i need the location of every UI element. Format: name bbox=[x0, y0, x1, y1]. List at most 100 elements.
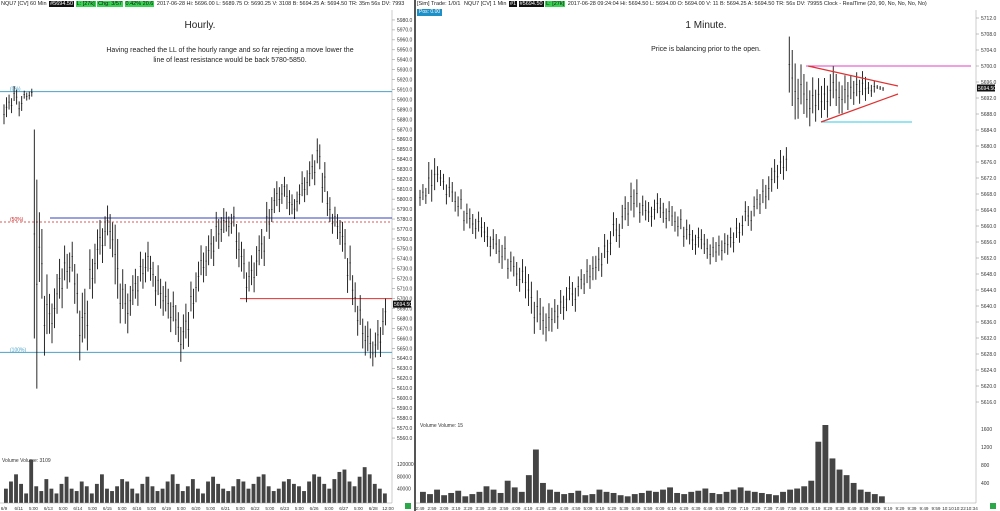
time-tick-label: 5:00 bbox=[354, 506, 363, 511]
time-tick-label: 5:00 bbox=[118, 506, 127, 511]
price-tick-label: 5680.0 bbox=[981, 144, 997, 150]
volume-bar bbox=[211, 476, 216, 503]
volume-bar bbox=[751, 491, 758, 503]
corner-button[interactable] bbox=[405, 503, 411, 509]
price-tick-label: 5850.0 bbox=[397, 147, 413, 153]
one-minute-price-chart[interactable]: 5712.0 5708.0 5704.0 5700.0 5696.0 5692.0 5688… bbox=[416, 0, 1000, 511]
time-tick-label: 5:00 bbox=[236, 506, 245, 511]
hourly-price-chart[interactable]: 5980.0 5970.0 5960.0 5950.0 5940.0 5930.0 5920… bbox=[0, 0, 414, 511]
last-price-label: 5694.50 bbox=[394, 302, 412, 308]
volume-bar bbox=[190, 479, 195, 503]
time-tick-label: 8:29 bbox=[824, 506, 833, 511]
volume-bar bbox=[175, 483, 180, 503]
volume-bar bbox=[723, 491, 730, 503]
volume-bar bbox=[476, 491, 483, 503]
volume-bar bbox=[420, 491, 426, 503]
triangle-lower-trendline bbox=[820, 93, 899, 123]
last-price-label: 5694.50 bbox=[978, 86, 996, 92]
volume-bar bbox=[744, 490, 751, 503]
volume-bar bbox=[54, 493, 59, 503]
time-tick-label: 5:19 bbox=[596, 506, 605, 511]
last-price-tag bbox=[977, 84, 995, 92]
volume-bar bbox=[427, 494, 433, 503]
time-tick-label: 7:29 bbox=[752, 506, 761, 511]
volume-bar bbox=[206, 481, 210, 503]
price-tick-label: 5930.0 bbox=[397, 68, 413, 74]
time-tick-label: 6:19 bbox=[668, 506, 677, 511]
time-tick-label: 7:09 bbox=[728, 506, 737, 511]
volume-bar bbox=[185, 486, 190, 503]
price-tick-label: 5710.0 bbox=[397, 287, 413, 293]
price-tick-label: 5704.0 bbox=[981, 48, 997, 54]
volume-bar bbox=[342, 469, 347, 503]
volume-bar bbox=[94, 483, 99, 503]
volume-bar bbox=[645, 490, 652, 503]
time-tick-label: 7:59 bbox=[788, 506, 797, 511]
header-symbol: [Sim] Trade: 1/0/1 bbox=[417, 1, 461, 7]
volume-bar bbox=[455, 490, 462, 503]
volume-bar bbox=[281, 481, 286, 503]
volume-bar bbox=[864, 491, 871, 503]
volume-bar bbox=[525, 475, 532, 503]
header-symbol: NQU7 [CV] 60 Min bbox=[1, 1, 47, 7]
corner-button[interactable] bbox=[990, 503, 996, 509]
price-tick-label: 5840.0 bbox=[397, 157, 413, 163]
price-tick-label: 5890.0 bbox=[397, 107, 413, 113]
volume-bar bbox=[568, 492, 575, 503]
one-minute-chart-panel[interactable]: [Sim] Trade: 1/0/1 NQU7 [CV] 1 Min #1 #5… bbox=[416, 0, 1000, 511]
volume-bar bbox=[695, 490, 702, 503]
time-tick-label: 6/11 bbox=[14, 506, 23, 511]
volume-bar bbox=[716, 494, 723, 503]
price-tick-label: 5660.0 bbox=[397, 336, 413, 342]
time-tick-label: 3:09 bbox=[440, 506, 449, 511]
time-tick-label: 5:00 bbox=[295, 506, 304, 511]
price-tick-label: 5712.0 bbox=[981, 16, 997, 22]
volume-bar bbox=[130, 488, 135, 503]
time-tick-label: 5:59 bbox=[644, 506, 653, 511]
price-tick-label: 5560.0 bbox=[397, 436, 413, 442]
time-tick-label: 5:29 bbox=[608, 506, 617, 511]
price-tick-label: 5830.0 bbox=[397, 167, 413, 173]
volume-bar bbox=[765, 494, 772, 503]
volume-bar bbox=[709, 492, 716, 503]
volume-tick-label: 1600 bbox=[981, 427, 992, 433]
volume-bar bbox=[702, 488, 709, 503]
time-tick-label: 10:22 bbox=[954, 506, 966, 511]
volume-bar bbox=[155, 491, 160, 503]
volume-bar bbox=[582, 495, 589, 503]
price-tick-label: 5940.0 bbox=[397, 58, 413, 64]
time-tick-label: 5:00 bbox=[206, 506, 215, 511]
price-tick-label: 5640.0 bbox=[397, 356, 413, 362]
time-tick-label: 6/16 bbox=[132, 506, 141, 511]
time-tick-label: 5:00 bbox=[59, 506, 68, 511]
price-tick-label: 5980.0 bbox=[397, 18, 413, 24]
time-tick-label: 6:09 bbox=[656, 506, 665, 511]
hourly-chart-panel[interactable]: NQU7 [CV] 60 Min #5694.50 L: [27k] Chg: … bbox=[0, 0, 416, 511]
time-tick-label: 9:29 bbox=[896, 506, 905, 511]
volume-bar bbox=[532, 449, 539, 503]
volume-bar bbox=[135, 493, 140, 503]
chart-comment: Price is balancing prior to the open. bbox=[651, 46, 761, 53]
volume-bar bbox=[332, 479, 337, 503]
volume-bar bbox=[100, 474, 104, 503]
volume-bar bbox=[773, 495, 779, 503]
price-tick-label: 5860.0 bbox=[397, 137, 413, 143]
volume-bar bbox=[674, 492, 681, 503]
volume-bar bbox=[105, 488, 109, 503]
volume-bar bbox=[150, 486, 155, 503]
header-instrument: NQU7 [CV] 1 Min bbox=[463, 1, 507, 7]
volume-bar bbox=[850, 482, 857, 503]
volume-label: Volume Volume: 15 bbox=[420, 423, 464, 429]
volume-bar bbox=[170, 474, 175, 503]
volume-bar bbox=[448, 492, 455, 503]
volume-label: Volume Volume: 3109 bbox=[2, 458, 51, 464]
volume-bar bbox=[49, 488, 54, 503]
header-cell: L: [27k] bbox=[75, 1, 96, 7]
volume-bar bbox=[357, 476, 362, 503]
time-tick-label: 9:59 bbox=[932, 506, 941, 511]
volume-bar bbox=[624, 496, 631, 503]
volume-bar bbox=[367, 474, 372, 503]
volume-bar bbox=[286, 479, 291, 503]
volume-bar bbox=[347, 481, 352, 503]
chart-comment: Having reached the LL of the hourly rang… bbox=[106, 47, 354, 64]
